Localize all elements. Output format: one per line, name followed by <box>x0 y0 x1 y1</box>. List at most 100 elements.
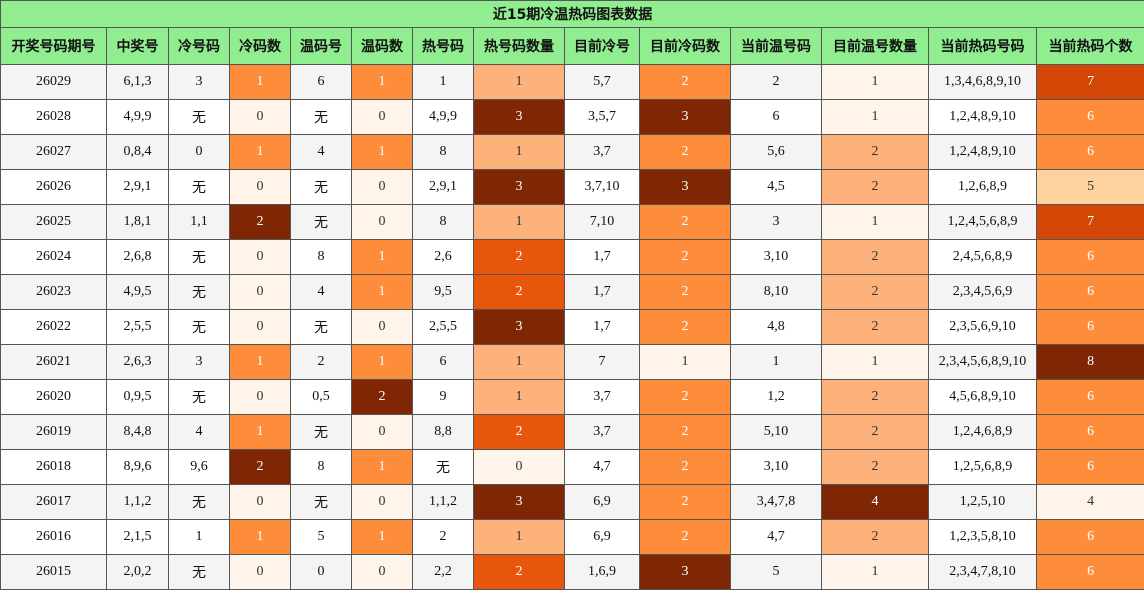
current-warm-cell: 1 <box>730 344 822 380</box>
current-cold-count-cell: 2 <box>639 239 731 275</box>
warm-count-cell: 1 <box>351 274 413 310</box>
col-header: 目前冷码数 <box>639 27 731 65</box>
table-row: 26029 6,1,3 3 1 6 1 1 1 5,7 2 2 1 1,3,4,6,8,9,10 7 <box>0 64 1144 100</box>
current-hot-count-cell: 6 <box>1035 554 1144 590</box>
current-hot-cell: 1,2,4,8,9,10 <box>928 134 1037 170</box>
winning-numbers-cell: 2,5,5 <box>106 309 169 345</box>
current-warm-count-cell: 2 <box>821 239 929 275</box>
winning-numbers-cell: 2,0,2 <box>106 554 169 590</box>
current-hot-count-cell: 6 <box>1035 379 1144 415</box>
current-warm-cell: 5,6 <box>730 134 822 170</box>
current-hot-count-cell: 8 <box>1035 344 1144 380</box>
table-row: 26015 2,0,2 无 0 0 0 2,2 2 1,6,9 3 5 1 2,3,4,7,8,10 6 <box>0 554 1144 590</box>
current-cold-count-cell: 2 <box>639 274 731 310</box>
cold-numbers-cell: 0 <box>168 134 230 170</box>
current-cold-count-cell: 1 <box>639 344 731 380</box>
current-cold-count-cell: 2 <box>639 64 731 100</box>
warm-numbers-cell: 0 <box>290 554 352 590</box>
current-hot-count-cell: 4 <box>1035 484 1144 520</box>
hot-count-cell: 1 <box>473 204 565 240</box>
warm-count-cell: 1 <box>351 449 413 485</box>
issue-cell: 26019 <box>0 414 107 450</box>
hot-numbers-cell: 2,9,1 <box>412 169 474 205</box>
hot-count-cell: 2 <box>473 554 565 590</box>
cold-numbers-cell: 3 <box>168 64 230 100</box>
current-hot-count-cell: 6 <box>1035 239 1144 275</box>
current-warm-count-cell: 1 <box>821 99 929 135</box>
warm-numbers-cell: 5 <box>290 519 352 555</box>
hot-numbers-cell: 1 <box>412 64 474 100</box>
current-warm-cell: 6 <box>730 99 822 135</box>
issue-cell: 26029 <box>0 64 107 100</box>
current-warm-count-cell: 1 <box>821 554 929 590</box>
current-warm-count-cell: 1 <box>821 344 929 380</box>
col-header: 热号码 <box>412 27 474 65</box>
issue-cell: 26022 <box>0 309 107 345</box>
cold-numbers-cell: 无 <box>168 99 230 135</box>
warm-numbers-cell: 无 <box>290 204 352 240</box>
issue-cell: 26023 <box>0 274 107 310</box>
current-hot-count-cell: 6 <box>1035 519 1144 555</box>
current-cold-count-cell: 3 <box>639 554 731 590</box>
current-cold-count-cell: 2 <box>639 414 731 450</box>
current-hot-cell: 1,2,4,5,6,8,9 <box>928 204 1037 240</box>
issue-cell: 26020 <box>0 379 107 415</box>
current-hot-cell: 1,2,4,8,9,10 <box>928 99 1037 135</box>
current-cold-cell: 1,7 <box>564 274 640 310</box>
current-warm-cell: 5 <box>730 554 822 590</box>
hot-count-cell: 2 <box>473 414 565 450</box>
cold-count-cell: 1 <box>229 134 291 170</box>
cold-count-cell: 0 <box>229 239 291 275</box>
hot-numbers-cell: 8 <box>412 204 474 240</box>
current-hot-count-cell: 7 <box>1035 64 1144 100</box>
cold-count-cell: 0 <box>229 99 291 135</box>
cold-count-cell: 1 <box>229 414 291 450</box>
issue-cell: 26028 <box>0 99 107 135</box>
hot-numbers-cell: 9 <box>412 379 474 415</box>
hot-numbers-cell: 2,6 <box>412 239 474 275</box>
cold-count-cell: 1 <box>229 519 291 555</box>
winning-numbers-cell: 8,9,6 <box>106 449 169 485</box>
table-row: 26026 2,9,1 无 0 无 0 2,9,1 3 3,7,10 3 4,5 2 1,2,6,8,9… <box>0 169 1144 205</box>
current-cold-cell: 1,6,9 <box>564 554 640 590</box>
current-cold-cell: 7,10 <box>564 204 640 240</box>
hot-count-cell: 2 <box>473 274 565 310</box>
winning-numbers-cell: 6,1,3 <box>106 64 169 100</box>
hot-numbers-cell: 2 <box>412 519 474 555</box>
warm-count-cell: 1 <box>351 134 413 170</box>
current-warm-cell: 4,5 <box>730 169 822 205</box>
warm-count-cell: 0 <box>351 204 413 240</box>
current-hot-cell: 2,3,4,5,6,9 <box>928 274 1037 310</box>
cold-numbers-cell: 3 <box>168 344 230 380</box>
cold-numbers-cell: 无 <box>168 379 230 415</box>
winning-numbers-cell: 2,6,8 <box>106 239 169 275</box>
hot-numbers-cell: 无 <box>412 449 474 485</box>
cold-numbers-cell: 无 <box>168 239 230 275</box>
current-hot-count-cell: 7 <box>1035 204 1144 240</box>
hot-numbers-cell: 8 <box>412 134 474 170</box>
current-warm-cell: 3,4,7,8 <box>730 484 822 520</box>
current-cold-count-cell: 2 <box>639 204 731 240</box>
current-hot-cell: 1,2,6,8,9 <box>928 169 1037 205</box>
warm-count-cell: 2 <box>351 379 413 415</box>
hot-count-cell: 3 <box>473 309 565 345</box>
col-header: 目前冷号 <box>564 27 640 65</box>
hot-numbers-cell: 6 <box>412 344 474 380</box>
current-warm-cell: 4,7 <box>730 519 822 555</box>
hot-numbers-cell: 2,5,5 <box>412 309 474 345</box>
current-hot-cell: 1,3,4,6,8,9,10 <box>928 64 1037 100</box>
current-cold-count-cell: 2 <box>639 379 731 415</box>
cold-count-cell: 0 <box>229 379 291 415</box>
cold-count-cell: 0 <box>229 274 291 310</box>
current-warm-cell: 3 <box>730 204 822 240</box>
current-cold-cell: 3,7,10 <box>564 169 640 205</box>
col-header: 热号码数量 <box>473 27 565 65</box>
current-warm-count-cell: 2 <box>821 414 929 450</box>
hot-count-cell: 1 <box>473 64 565 100</box>
current-warm-cell: 1,2 <box>730 379 822 415</box>
col-header: 冷号码 <box>168 27 230 65</box>
issue-cell: 26025 <box>0 204 107 240</box>
current-hot-cell: 1,2,4,6,8,9 <box>928 414 1037 450</box>
issue-cell: 26027 <box>0 134 107 170</box>
warm-count-cell: 0 <box>351 99 413 135</box>
